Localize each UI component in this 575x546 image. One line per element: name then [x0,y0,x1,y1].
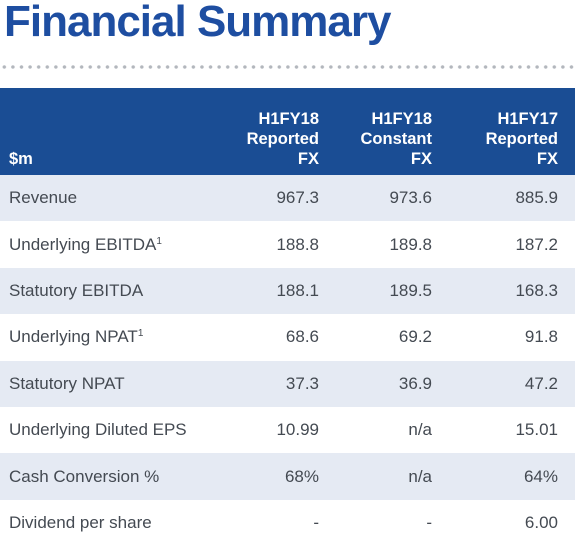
row-label-text: Revenue [9,188,78,208]
table-cell: 37.3 [226,360,336,407]
table-cell: 10.99 [276,420,319,440]
table-cell: 69.2 [398,327,432,347]
row-label: Statutory NPAT [0,360,226,407]
table-cell: 189.5 [336,267,449,315]
row-label: Statutory EBITDA [0,267,226,315]
table-cell: 188.8 [276,234,319,254]
table-cell: 47.2 [449,360,575,407]
column-header-line: H1FY18 [258,110,319,128]
table-cell: 36.9 [336,360,449,407]
table-cell: - [426,512,432,532]
table-cell: 187.2 [515,234,558,254]
financial-summary-table: $m H1FY18 Reported FX H1FY18 Constant FX… [0,88,575,546]
dotted-divider [0,64,575,70]
table-cell: 189.8 [389,234,432,254]
table-cell: n/a [336,453,449,500]
column-header-line: Constant [360,130,433,148]
column-header: H1FY18 Constant FX [336,88,449,175]
column-header-line: Reported [246,130,319,148]
table-cell: 68% [226,453,336,500]
table-cell: n/a [408,420,432,440]
row-label-text: Statutory NPAT [9,373,125,393]
table-cell: 188.1 [226,267,336,315]
row-label: Dividend per share [0,500,226,546]
table-row: Underlying EBITDA1 188.8 189.8 187.2 [0,221,575,267]
table-cell: 91.8 [524,327,558,347]
table-row: Dividend per share - - 6.00 [0,500,575,546]
row-label: Revenue [0,175,226,222]
table-header-row: $m H1FY18 Reported FX H1FY18 Constant FX… [0,88,575,175]
table-row: Revenue 967.3 973.6 885.9 [0,175,575,222]
row-label: Underlying Diluted EPS [0,407,226,453]
unit-label: $m [0,88,226,175]
table-cell: 6.00 [524,512,558,532]
column-header-line: H1FY17 [497,110,558,128]
footnote-marker: 1 [137,328,144,340]
table-cell: 168.3 [449,267,575,315]
table-cell: 973.6 [336,175,449,222]
row-label: Cash Conversion % [0,453,226,500]
page-title: Financial Summary [4,0,391,46]
row-label: Underlying EBITDA1 [0,221,226,267]
table-row: Cash Conversion % 68% n/a 64% [0,453,575,500]
row-label-text: Underlying Diluted EPS [9,420,187,440]
column-header-line: Reported [485,130,558,148]
table-cell: 967.3 [226,175,336,222]
row-label-text: Cash Conversion % [9,466,160,486]
table-cell: 68.6 [285,327,319,347]
column-header: H1FY18 Reported FX [226,88,336,175]
table-cell: 15.01 [515,420,558,440]
table-row: Statutory EBITDA 188.1 189.5 168.3 [0,267,575,315]
column-header: H1FY17 Reported FX [449,88,575,175]
table-row: Underlying NPAT1 68.6 69.2 91.8 [0,314,575,360]
column-header-line: H1FY18 [371,110,432,128]
table-row: Underlying Diluted EPS 10.99 n/a 15.01 [0,407,575,453]
row-label: Underlying NPAT1 [0,314,226,360]
table-cell: - [313,512,319,532]
column-header-line: FX [536,150,558,168]
row-label-text: Underlying NPAT [9,327,138,347]
column-header-line: FX [410,150,432,168]
row-label-text: Dividend per share [9,512,152,532]
row-label-text: Underlying EBITDA [9,234,157,254]
row-label-text: Statutory EBITDA [9,280,144,300]
footnote-marker: 1 [156,235,162,247]
table-cell: 885.9 [449,175,575,222]
table-cell: 64% [449,453,575,500]
column-header-line: FX [297,150,319,168]
table-row: Statutory NPAT 37.3 36.9 47.2 [0,360,575,407]
